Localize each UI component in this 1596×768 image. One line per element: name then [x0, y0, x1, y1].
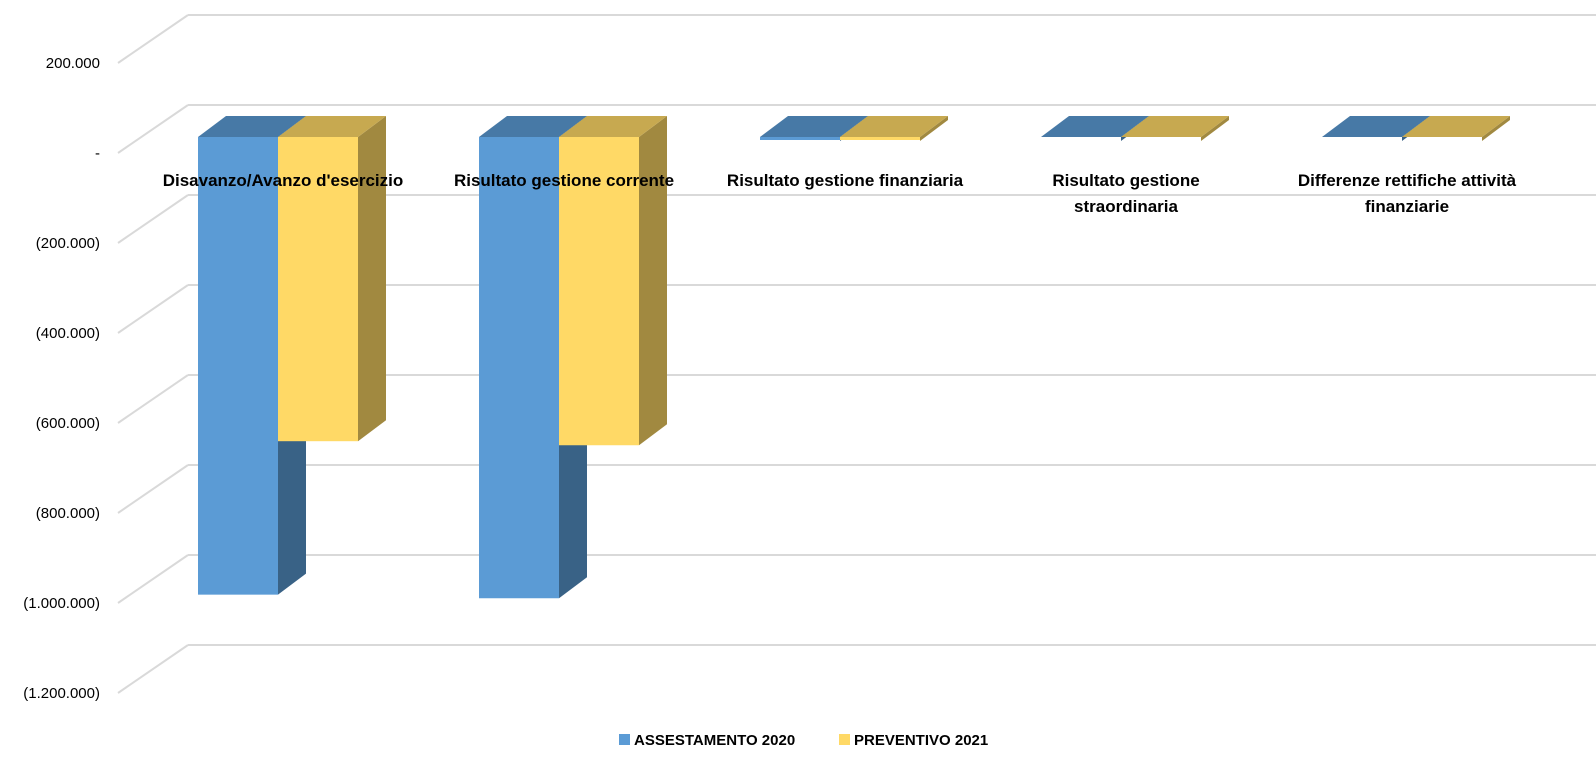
category-label-line: Risultato gestione finanziaria	[727, 171, 964, 190]
gridline-diagonal	[117, 374, 189, 424]
category-label-line: Risultato gestione	[1052, 171, 1199, 190]
bar-preventivo-3	[1121, 116, 1229, 141]
bar-preventivo-3-top	[1121, 116, 1229, 137]
y-tick-label: (400.000)	[36, 325, 100, 342]
y-tick-label: (800.000)	[36, 505, 100, 522]
bar-preventivo-1-front	[559, 137, 639, 446]
legend: ASSESTAMENTO 2020 PREVENTIVO 2021	[619, 732, 988, 749]
bar-preventivo-4	[1402, 116, 1510, 141]
y-tick-label: 200.000	[46, 55, 100, 72]
gridlines	[117, 14, 1596, 694]
legend-label: ASSESTAMENTO 2020	[634, 732, 795, 749]
bar-assestamento-0-top	[198, 116, 306, 137]
bar-preventivo-2-front	[840, 137, 920, 140]
bars	[198, 116, 1510, 599]
legend-swatch	[619, 734, 630, 745]
bar-preventivo-0-side	[358, 116, 386, 442]
category-label-line: straordinaria	[1074, 197, 1178, 216]
bar-preventivo-2	[840, 116, 948, 141]
bar-preventivo-1	[559, 116, 667, 446]
bar-preventivo-1-top	[559, 116, 667, 137]
bar-assestamento-1-front	[479, 137, 559, 599]
legend-label: PREVENTIVO 2021	[854, 732, 988, 749]
category-label-line: Risultato gestione corrente	[454, 171, 674, 190]
category-label: Risultato gestione corrente	[454, 171, 674, 190]
gridline-diagonal	[117, 284, 189, 334]
bar-preventivo-0-front	[278, 137, 358, 442]
bar-preventivo-0	[278, 116, 386, 442]
category-labels: Disavanzo/Avanzo d'esercizio Risultato ge…	[163, 171, 1517, 216]
category-label: Differenze rettifiche attività finanziari…	[1298, 171, 1517, 216]
gridline-diagonal	[117, 644, 189, 694]
bar-assestamento-0-front	[198, 137, 278, 595]
bar-preventivo-0-top	[278, 116, 386, 137]
y-axis-labels: 200.000 - (200.000) (400.000) (600.000) (800.…	[23, 55, 100, 702]
gridline-diagonal	[117, 554, 189, 604]
bar-preventivo-4-top	[1402, 116, 1510, 137]
category-label: Risultato gestione finanziaria	[727, 171, 964, 190]
y-tick-label: (1.200.000)	[23, 685, 100, 702]
bar-assestamento-2-top	[760, 116, 868, 137]
bar-assestamento-2-front	[760, 137, 840, 140]
gridline-diagonal	[117, 194, 189, 244]
category-label-line: finanziarie	[1365, 197, 1449, 216]
y-tick-label: (200.000)	[36, 235, 100, 252]
legend-swatch	[839, 734, 850, 745]
y-tick-label: (1.000.000)	[23, 595, 100, 612]
bar-assestamento-3-top	[1041, 116, 1149, 137]
y-tick-label: (600.000)	[36, 415, 100, 432]
category-label-line: Disavanzo/Avanzo d'esercizio	[163, 171, 404, 190]
category-label-line: Differenze rettifiche attività	[1298, 171, 1517, 190]
gridline-diagonal	[117, 104, 189, 154]
y-tick-label: -	[95, 145, 100, 162]
category-label: Disavanzo/Avanzo d'esercizio	[163, 171, 404, 190]
gridline-diagonal	[117, 14, 189, 64]
bar-preventivo-3-side	[1201, 116, 1229, 141]
bar-assestamento-4-top	[1322, 116, 1430, 137]
bar-preventivo-4-side	[1482, 116, 1510, 141]
bar-preventivo-1-side	[639, 116, 667, 446]
category-label: Risultato gestione straordinaria	[1052, 171, 1199, 216]
gridline-diagonal	[117, 464, 189, 514]
bar-assestamento-1-top	[479, 116, 587, 137]
bar-preventivo-2-top	[840, 116, 948, 137]
bar-preventivo-2-side	[920, 116, 948, 141]
